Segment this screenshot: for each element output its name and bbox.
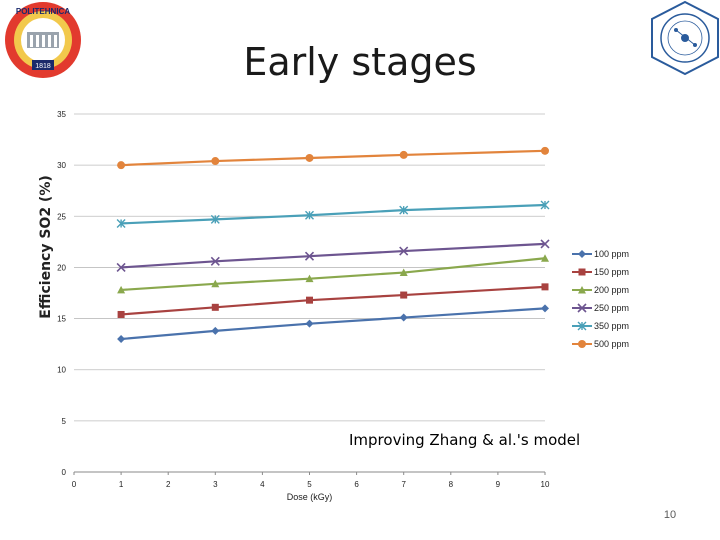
y-tick-label: 35 xyxy=(57,110,66,119)
page-number: 10 xyxy=(663,509,677,521)
data-point xyxy=(399,313,408,322)
data-point xyxy=(116,218,126,228)
data-point xyxy=(211,279,220,288)
faculty-logo xyxy=(651,0,719,76)
data-point xyxy=(210,214,220,224)
data-point xyxy=(304,251,315,261)
x-tick-label: 6 xyxy=(354,480,359,489)
data-point xyxy=(211,326,220,335)
legend-label: 100 ppm xyxy=(594,249,629,259)
data-point xyxy=(399,150,408,159)
legend-marker xyxy=(578,340,586,348)
data-point xyxy=(541,254,549,262)
legend-label: 500 ppm xyxy=(594,339,629,349)
chart-annotation: Improving Zhang & al.'s model xyxy=(349,431,581,449)
data-point xyxy=(210,256,220,266)
x-tick-label: 8 xyxy=(449,480,454,489)
y-tick-label: 15 xyxy=(57,315,66,324)
legend-marker xyxy=(578,286,586,294)
legend-label: 200 ppm xyxy=(594,285,629,295)
x-axis-title: Dose (kGy) xyxy=(287,492,333,502)
x-tick-label: 7 xyxy=(401,480,406,489)
legend-label: 150 ppm xyxy=(594,267,629,277)
legend-marker xyxy=(578,268,586,276)
legend-label: 250 ppm xyxy=(594,303,629,313)
data-point xyxy=(400,291,408,299)
data-point xyxy=(211,157,220,166)
data-point xyxy=(305,319,314,328)
data-point xyxy=(541,304,549,313)
x-tick-label: 9 xyxy=(496,480,501,489)
logo-year: 1818 xyxy=(35,63,51,70)
data-point xyxy=(117,161,126,170)
data-point xyxy=(305,153,314,162)
data-point xyxy=(540,200,550,210)
legend-label: 350 ppm xyxy=(594,321,629,331)
x-tick-label: 4 xyxy=(260,480,265,489)
data-point xyxy=(541,283,549,291)
x-tick-label: 0 xyxy=(72,480,77,489)
slide-title: Early stages xyxy=(243,40,477,84)
legend-marker xyxy=(577,321,587,331)
y-tick-label: 0 xyxy=(62,468,67,477)
data-point xyxy=(117,335,126,344)
y-tick-label: 10 xyxy=(57,366,66,375)
data-point xyxy=(541,146,549,155)
legend-marker xyxy=(577,303,587,313)
data-point xyxy=(305,274,314,283)
logo-text: POLITEHNICA xyxy=(16,7,70,16)
legend-marker xyxy=(578,250,586,258)
series-line-150-ppm xyxy=(121,285,546,316)
y-axis-title: Efficiency SO2 (%) xyxy=(38,175,54,318)
data-point xyxy=(540,239,550,249)
x-tick-label: 2 xyxy=(166,480,171,489)
y-tick-label: 5 xyxy=(62,417,67,426)
data-point xyxy=(117,285,126,294)
series-line-500-ppm xyxy=(121,149,546,167)
data-point xyxy=(116,262,126,272)
x-tick-label: 1 xyxy=(119,480,124,489)
data-point xyxy=(399,205,409,215)
data-point xyxy=(399,268,408,277)
data-point xyxy=(399,246,409,256)
series-line-100-ppm xyxy=(121,307,546,341)
university-logo: POLITEHNICA 1818 xyxy=(5,2,81,78)
y-tick-label: 25 xyxy=(57,212,66,221)
data-point xyxy=(306,296,313,304)
data-point xyxy=(305,210,314,220)
y-tick-label: 30 xyxy=(57,161,66,170)
x-tick-label: 10 xyxy=(541,480,550,489)
data-point xyxy=(211,303,219,311)
x-tick-label: 3 xyxy=(213,480,218,489)
x-tick-label: 5 xyxy=(307,480,312,489)
y-tick-label: 20 xyxy=(57,263,66,272)
data-point xyxy=(117,310,125,318)
series-line-350-ppm xyxy=(121,203,546,225)
